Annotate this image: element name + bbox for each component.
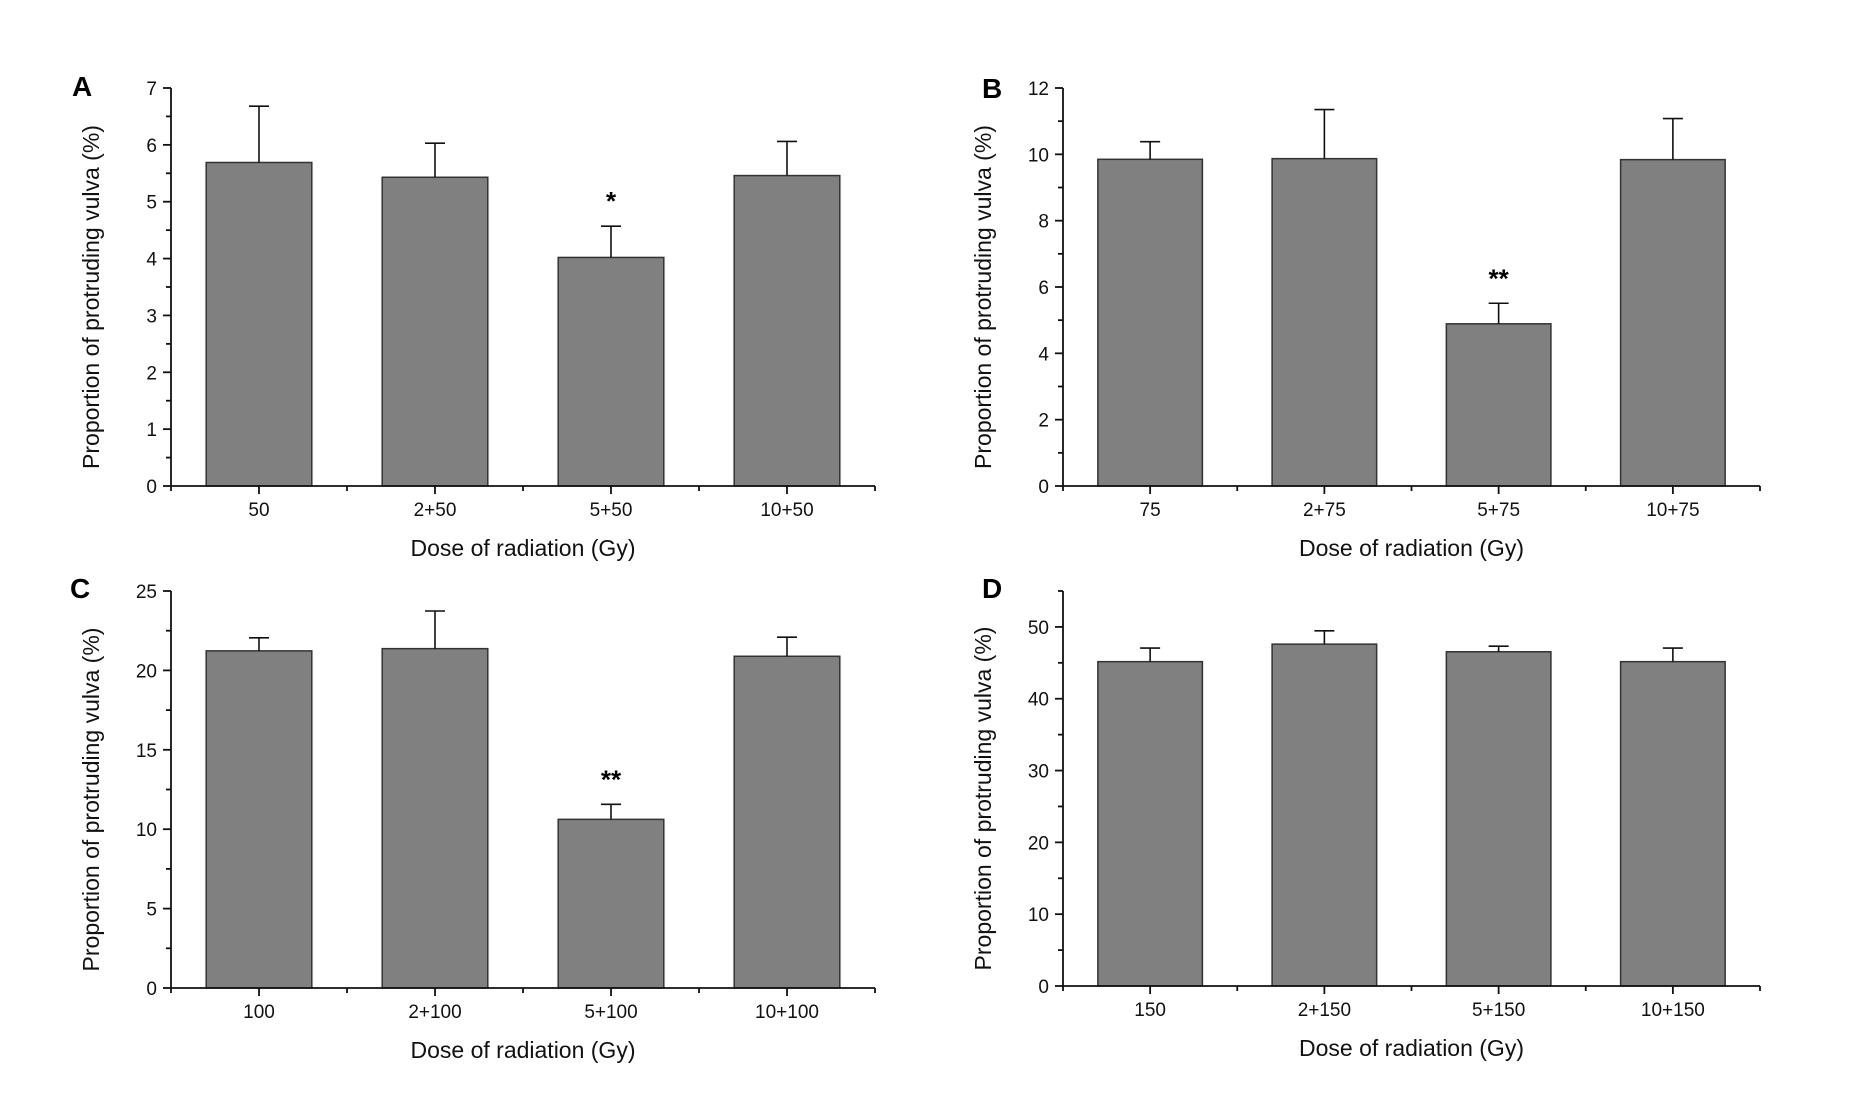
panel-letter: A (72, 71, 92, 102)
y-tick-label: 30 (1028, 762, 1049, 783)
significance-marker: ** (1489, 263, 1510, 293)
panel-c: C 100 2+100 ** 5+100 10+100 0 5 10 15 20 25 Dose of … (70, 573, 876, 1063)
x-tick-label: 150 (1134, 1000, 1166, 1021)
x-tick-label: 75 (1140, 500, 1161, 521)
x-axis-title: Dose of radiation (Gy) (411, 1037, 636, 1063)
y-tick-label: 15 (136, 741, 157, 762)
bar (1619, 158, 1726, 487)
x-tick-label: 100 (243, 1002, 275, 1023)
y-axis-title: Proportion of protruding vulva (%) (970, 125, 996, 469)
y-axis-title: Proportion of protruding vulva (%) (78, 628, 104, 972)
y-tick-label: 0 (1038, 977, 1049, 998)
bar (205, 161, 313, 487)
y-tick-label: 20 (1028, 833, 1049, 854)
x-tick-label: 10+100 (755, 1002, 819, 1023)
y-tick-label: 7 (146, 79, 157, 100)
y-tick-label: 5 (146, 193, 157, 214)
y-tick-label: 0 (146, 477, 157, 498)
y-tick-label: 50 (1028, 618, 1049, 639)
y-tick-label: 10 (1028, 905, 1049, 926)
y-tick-label: 8 (1038, 212, 1049, 233)
panel-d: D 150 2+150 5+150 10+150 0 10 20 30 40 50 Dose of r… (970, 573, 1761, 1061)
bar (557, 256, 665, 487)
y-tick-label: 4 (146, 250, 157, 271)
y-axis-title: Proportion of protruding vulva (%) (970, 627, 996, 971)
bar (557, 818, 665, 989)
panel-letter: B (982, 73, 1002, 104)
y-tick-label: 0 (1038, 477, 1049, 498)
bar (1445, 651, 1552, 987)
x-tick-label: 10+50 (760, 500, 813, 521)
x-tick-label: 2+75 (1303, 500, 1346, 521)
bar (381, 647, 489, 989)
panel-letter: C (70, 573, 90, 604)
y-tick-label: 5 (146, 900, 157, 921)
x-tick-label: 5+75 (1477, 500, 1520, 521)
y-tick-label: 6 (146, 136, 157, 157)
panel-b: B 75 2+75 ** 5+75 10+75 0 2 4 6 8 10 12 Dose of radia… (970, 73, 1761, 561)
bar (733, 655, 841, 989)
x-tick-label: 5+150 (1472, 1000, 1525, 1021)
y-tick-label: 2 (146, 363, 157, 384)
y-tick-label: 3 (146, 306, 157, 327)
bar (381, 176, 489, 487)
bar (1271, 643, 1378, 987)
bar (1445, 323, 1552, 487)
y-tick-label: 1 (146, 420, 157, 441)
x-tick-label: 10+150 (1641, 1000, 1705, 1021)
x-tick-label: 50 (248, 500, 269, 521)
significance-marker: ** (601, 764, 622, 794)
panel-a: A 50 2+50 * 5+50 10+50 0 1 2 3 4 5 6 7 Dose of radiati… (72, 71, 876, 561)
significance-marker: * (606, 186, 617, 216)
x-tick-label: 5+50 (590, 500, 633, 521)
y-tick-label: 25 (136, 582, 157, 603)
x-tick-label: 10+75 (1646, 500, 1699, 521)
y-tick-label: 10 (136, 820, 157, 841)
x-tick-label: 5+100 (584, 1002, 637, 1023)
x-tick-label: 2+100 (408, 1002, 461, 1023)
bar (1271, 157, 1378, 487)
x-axis-title: Dose of radiation (Gy) (411, 535, 636, 561)
y-tick-label: 40 (1028, 690, 1049, 711)
x-tick-label: 2+150 (1298, 1000, 1351, 1021)
bar (205, 650, 313, 989)
bar (1097, 660, 1204, 987)
y-tick-label: 20 (136, 661, 157, 682)
x-tick-label: 2+50 (414, 500, 457, 521)
y-tick-label: 2 (1038, 411, 1049, 432)
bar (1619, 660, 1726, 987)
bar (733, 174, 841, 487)
y-tick-label: 0 (146, 979, 157, 1000)
y-tick-label: 12 (1028, 79, 1049, 100)
panel-letter: D (982, 573, 1002, 604)
x-axis-title: Dose of radiation (Gy) (1299, 535, 1524, 561)
y-tick-label: 10 (1028, 145, 1049, 166)
bar (1097, 158, 1204, 487)
y-axis-title: Proportion of protruding vulva (%) (78, 125, 104, 469)
y-tick-label: 6 (1038, 278, 1049, 299)
x-axis-title: Dose of radiation (Gy) (1299, 1035, 1524, 1061)
y-tick-label: 4 (1038, 344, 1049, 365)
